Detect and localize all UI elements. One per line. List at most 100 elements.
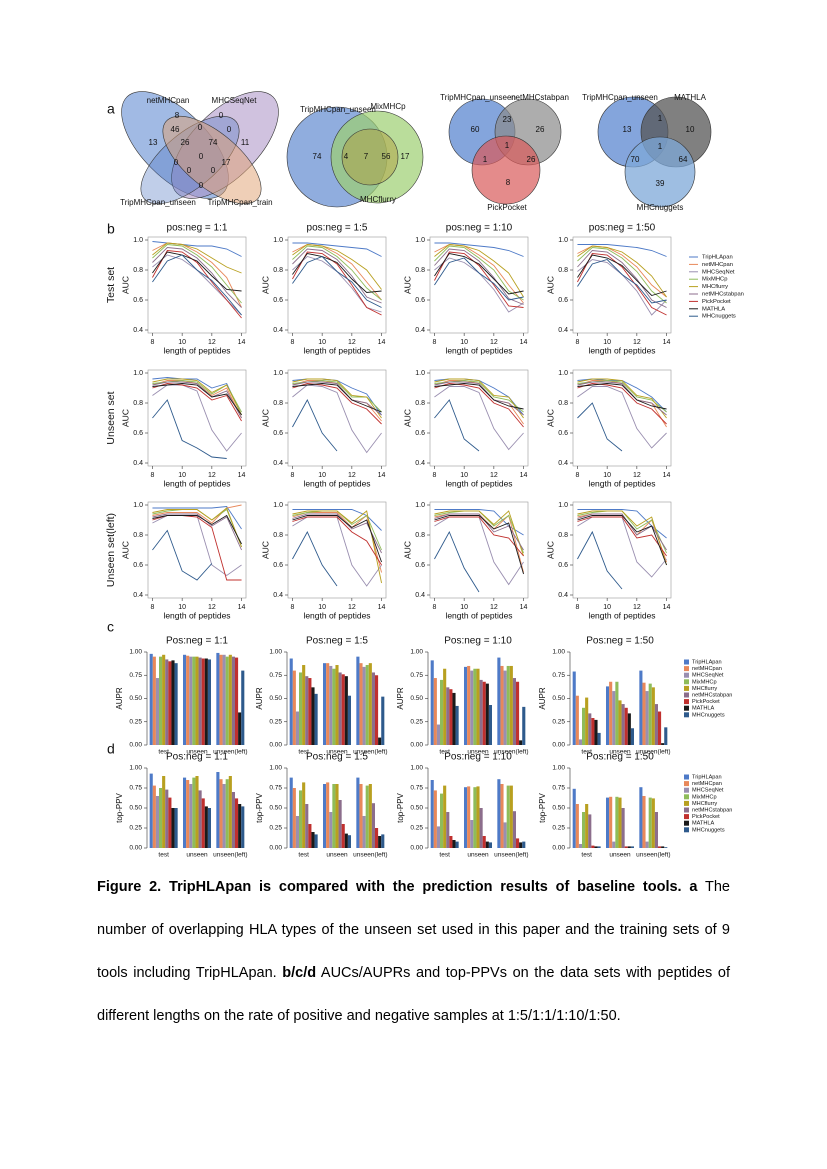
auc-line <box>152 384 242 452</box>
auc-line <box>292 398 338 452</box>
y-tick-label: 0.25 <box>552 825 565 832</box>
auc-line <box>292 245 382 301</box>
auc-line <box>292 510 382 584</box>
venn-set-label: MixMHCp <box>370 102 406 111</box>
bar <box>578 844 582 848</box>
venn-count: 8 <box>506 178 511 187</box>
bar <box>522 706 526 745</box>
x-tick-label: unseen <box>467 852 489 859</box>
bar <box>503 670 507 745</box>
x-axis-label: length of peptides <box>303 478 370 488</box>
plot-frame <box>572 236 672 334</box>
bar <box>299 672 303 745</box>
y-axis-label: AUPR <box>396 687 405 709</box>
venn-count: 74 <box>209 138 218 147</box>
x-tick-label: 8 <box>433 472 437 479</box>
auc-line <box>292 530 338 587</box>
y-tick-label: 0.8 <box>273 532 283 539</box>
venn-set-label: netMHCstabpan <box>511 93 569 102</box>
venn-count: 17 <box>401 152 410 161</box>
bar <box>375 675 379 745</box>
chart-title: Pos:neg = 1:1 <box>166 636 228 647</box>
y-tick-label: 0.6 <box>133 297 143 304</box>
bar <box>582 812 586 848</box>
y-tick-label: 0.00 <box>410 845 423 852</box>
x-tick-label: 14 <box>663 339 671 346</box>
legend-label: netMHCstabpan <box>692 807 732 813</box>
venn-count: 10 <box>686 125 695 134</box>
y-tick-label: 0.75 <box>552 672 565 679</box>
bar <box>470 820 474 848</box>
bar <box>174 808 178 848</box>
bar <box>302 782 306 848</box>
bar <box>149 653 153 745</box>
y-tick-label: 0.4 <box>133 327 143 334</box>
x-tick-label: unseen <box>186 749 208 756</box>
venn-set <box>471 135 541 205</box>
auc-line <box>292 242 382 257</box>
bar <box>661 743 665 745</box>
panel-letter: b <box>107 221 115 237</box>
y-tick-label: 0.75 <box>269 785 282 792</box>
y-tick-label: 0.8 <box>273 267 283 274</box>
bar <box>488 842 492 848</box>
bar <box>359 663 363 745</box>
plot-frame <box>429 501 529 599</box>
bar <box>606 686 610 745</box>
x-tick-label: unseen(left) <box>494 749 528 756</box>
y-tick-label: 1.0 <box>558 237 568 244</box>
bar <box>381 834 385 848</box>
bar <box>661 846 665 848</box>
bar <box>365 665 369 745</box>
bar <box>572 671 576 745</box>
bar <box>225 656 229 745</box>
auc-line <box>292 515 382 563</box>
bar <box>440 679 444 745</box>
venn-count: 17 <box>222 158 231 167</box>
legend-swatch <box>684 712 689 718</box>
bar <box>639 787 643 848</box>
x-tick-label: 10 <box>460 604 468 611</box>
venn-count: 0 <box>187 166 192 175</box>
bar <box>606 797 610 848</box>
y-tick-label: 1.00 <box>269 649 282 656</box>
bar <box>436 826 440 848</box>
x-axis-label: length of peptides <box>445 478 512 488</box>
bar <box>365 785 369 848</box>
x-tick-label: 12 <box>348 604 356 611</box>
x-tick-label: 14 <box>520 472 528 479</box>
bar <box>155 678 159 745</box>
panel-letter: a <box>107 101 115 117</box>
bar <box>642 796 646 848</box>
y-axis-label: AUC <box>545 541 555 559</box>
y-axis-label: top-PPV <box>396 792 405 822</box>
auc-line <box>577 402 623 452</box>
y-tick-label: 0.8 <box>558 532 568 539</box>
bar <box>446 812 450 848</box>
y-tick-label: 1.00 <box>552 765 565 772</box>
x-tick-label: 8 <box>151 604 155 611</box>
y-tick-label: 1.0 <box>415 370 425 377</box>
auc-line <box>577 244 667 257</box>
bar <box>585 804 589 848</box>
bar <box>609 796 613 848</box>
x-tick-label: 12 <box>490 472 498 479</box>
auc-line <box>434 252 524 295</box>
bar <box>341 674 345 745</box>
x-tick-label: 12 <box>208 604 216 611</box>
bar <box>238 804 242 848</box>
bar <box>195 776 199 848</box>
auc-line <box>152 378 242 416</box>
legend-label: MixMHCp <box>692 794 717 800</box>
x-tick-label: 10 <box>178 339 186 346</box>
y-tick-label: 0.6 <box>133 562 143 569</box>
auc-line <box>152 515 242 577</box>
y-axis-label: top-PPV <box>115 792 124 822</box>
y-tick-label: 0.25 <box>129 718 142 725</box>
y-tick-label: 0.50 <box>552 695 565 702</box>
y-tick-label: 0.00 <box>269 742 282 749</box>
bar <box>198 790 202 848</box>
chart-title: Pos:neg = 1:50 <box>586 636 654 647</box>
auc-line <box>577 515 667 566</box>
x-tick-label: 8 <box>576 604 580 611</box>
